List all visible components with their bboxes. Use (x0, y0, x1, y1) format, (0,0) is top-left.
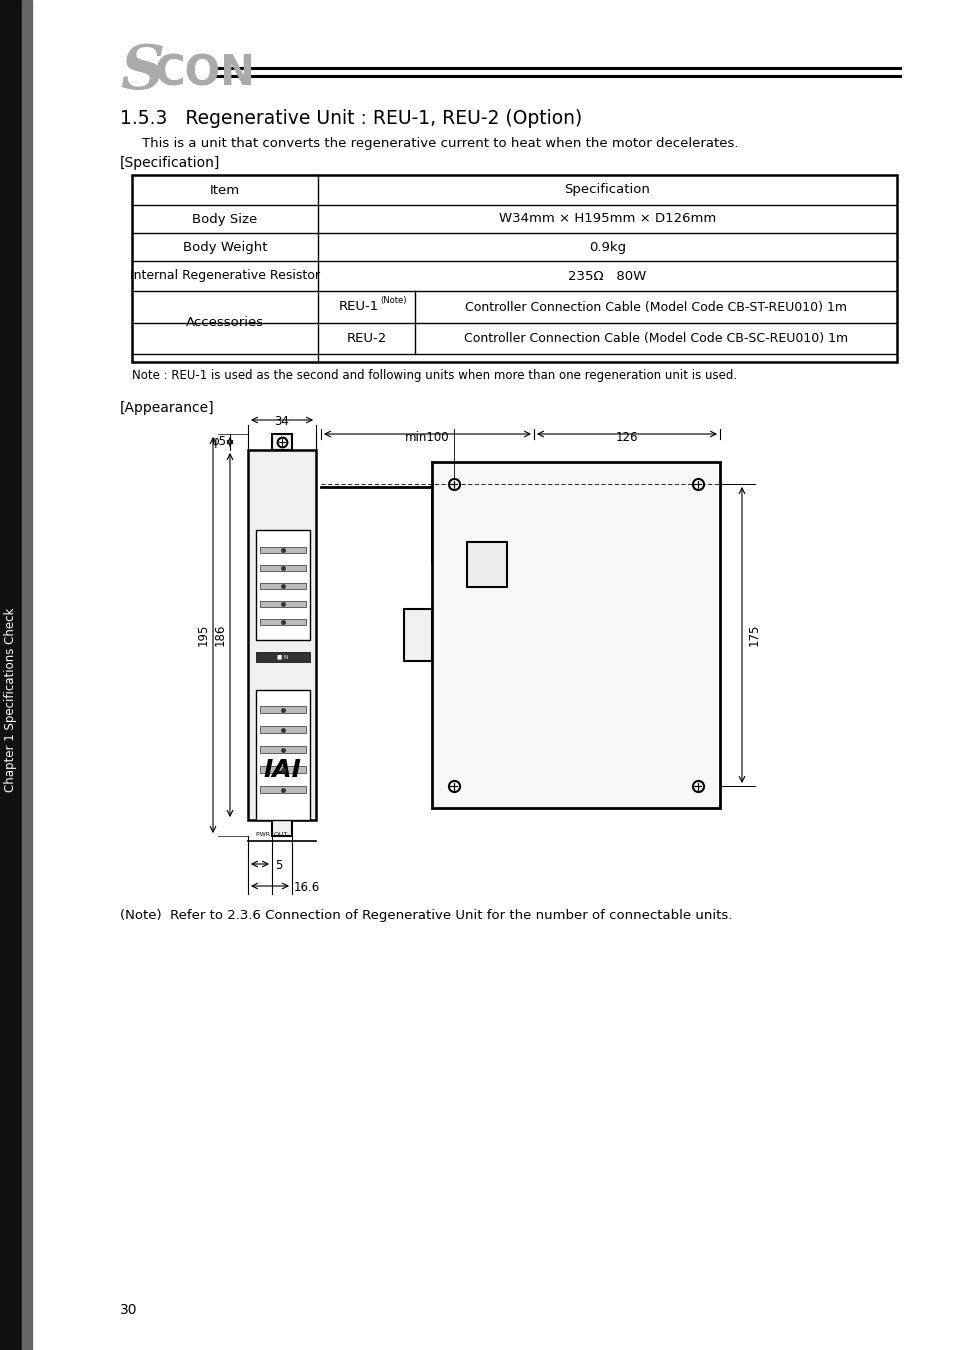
Text: 175: 175 (747, 624, 760, 647)
Text: min100: min100 (405, 431, 450, 444)
Text: ■ N: ■ N (277, 655, 288, 660)
Text: 0.9kg: 0.9kg (588, 240, 625, 254)
Text: 126: 126 (615, 431, 638, 444)
Text: 30: 30 (120, 1303, 137, 1318)
Bar (260, 765, 306, 774)
Text: W34mm × H195mm × D126mm: W34mm × H195mm × D126mm (498, 212, 716, 225)
Bar (260, 620, 306, 625)
Text: 34: 34 (274, 414, 289, 428)
Text: This is a unit that converts the regenerative current to heat when the motor dec: This is a unit that converts the regener… (142, 136, 738, 150)
Bar (260, 583, 306, 589)
Bar (260, 747, 306, 753)
Text: (Note): (Note) (380, 296, 407, 305)
Text: Body Weight: Body Weight (183, 240, 267, 254)
Text: Accessories: Accessories (186, 316, 264, 329)
Bar (260, 786, 306, 792)
Bar (260, 706, 306, 713)
Text: Item: Item (210, 184, 240, 197)
Bar (272, 819, 292, 836)
Bar (132, 176, 896, 362)
Text: Body Size: Body Size (193, 212, 257, 225)
Text: 186: 186 (213, 624, 227, 647)
Bar (22, 0, 32, 1350)
Bar (403, 609, 432, 662)
Text: 235Ω   80W: 235Ω 80W (568, 270, 646, 282)
Text: φ5: φ5 (211, 436, 226, 448)
Text: [Appearance]: [Appearance] (120, 401, 214, 414)
Text: 16.6: 16.6 (294, 882, 320, 894)
Text: Internal Regenerative Resistor: Internal Regenerative Resistor (130, 270, 319, 282)
Bar (260, 566, 306, 571)
Text: 1.5.3   Regenerative Unit : REU-1, REU-2 (Option): 1.5.3 Regenerative Unit : REU-1, REU-2 (… (120, 108, 581, 127)
Text: REU-2: REU-2 (346, 332, 386, 346)
Text: Specification: Specification (564, 184, 650, 197)
Text: PWR  OUT: PWR OUT (255, 832, 287, 837)
Text: [Specification]: [Specification] (120, 157, 220, 170)
Text: Chapter 1 Specifications Check: Chapter 1 Specifications Check (5, 608, 17, 792)
Bar (260, 726, 306, 733)
Text: Controller Connection Cable (Model Code CB-SC-REU010) 1m: Controller Connection Cable (Model Code … (463, 332, 847, 346)
Bar (467, 541, 506, 587)
Text: Controller Connection Cable (Model Code CB-ST-REU010) 1m: Controller Connection Cable (Model Code … (464, 301, 846, 313)
Bar (255, 690, 310, 819)
Bar (432, 462, 720, 809)
Text: (Note)  Refer to 2.3.6 Connection of Regenerative Unit for the number of connect: (Note) Refer to 2.3.6 Connection of Rege… (120, 909, 732, 922)
Text: CON: CON (154, 53, 255, 94)
Text: Note : REU-1 is used as the second and following units when more than one regene: Note : REU-1 is used as the second and f… (132, 369, 737, 382)
Text: IAI: IAI (263, 757, 300, 782)
Bar (255, 652, 310, 662)
Text: S: S (120, 42, 164, 103)
Text: 5: 5 (274, 859, 282, 872)
Bar (255, 531, 310, 640)
Bar (260, 601, 306, 608)
Bar (260, 547, 306, 553)
Bar (272, 433, 292, 450)
Text: 195: 195 (196, 624, 210, 647)
Bar (0, 0, 22, 1350)
Text: REU-1: REU-1 (338, 301, 378, 313)
Bar (248, 450, 315, 819)
